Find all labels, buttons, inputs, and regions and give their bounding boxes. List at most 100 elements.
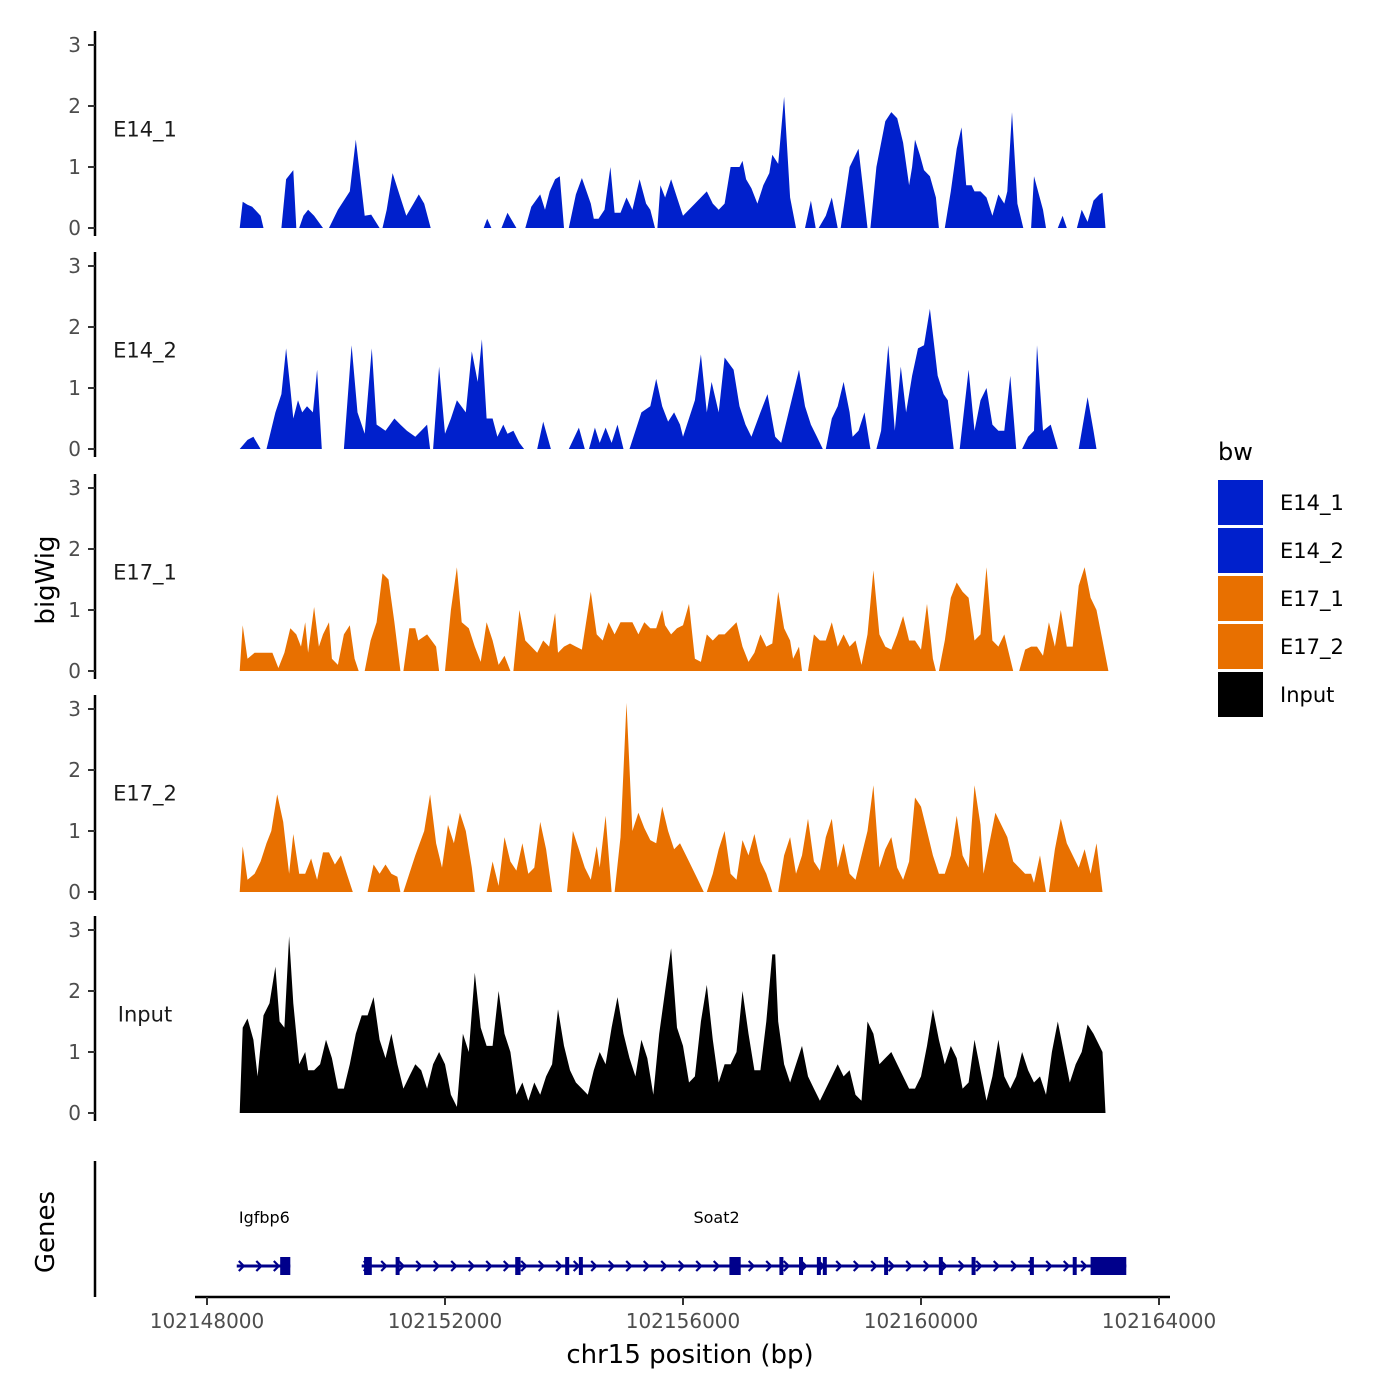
x-tick-label: 102160000 (864, 1309, 979, 1333)
y-tick-label: 1 (68, 598, 81, 622)
legend-swatch (1218, 672, 1263, 717)
y-tick-label: 1 (68, 155, 81, 179)
y-tick-label: 3 (68, 697, 81, 721)
strand-chevron (1010, 1260, 1018, 1272)
transcript (236, 1257, 291, 1275)
y-tick-label: 3 (68, 33, 81, 57)
exon (395, 1257, 400, 1275)
strand-chevron (555, 1260, 563, 1272)
y-tick-label: 2 (68, 979, 81, 1003)
exon (816, 1257, 821, 1275)
track-label: E17_1 (113, 561, 177, 586)
y-tick-label: 1 (68, 819, 81, 843)
track-label: Input (118, 1003, 172, 1027)
strand-chevron (922, 1260, 931, 1272)
exon (971, 1257, 976, 1275)
strand-chevron (607, 1260, 616, 1272)
legend-swatch (1218, 528, 1263, 573)
y-tick-label: 2 (68, 94, 81, 118)
y-tick-label: 2 (68, 758, 81, 782)
y-tick-label: 0 (68, 216, 81, 240)
transcript (361, 1257, 1127, 1275)
strand-chevron (625, 1260, 633, 1272)
legend-label: E17_2 (1280, 635, 1344, 660)
exon (729, 1257, 741, 1275)
exon (565, 1257, 570, 1275)
gene-track: Igfbp6 Soat2 (93, 1161, 1127, 1297)
legend: bw E14_1 E14_2 E17_1 E17_2 Input (1218, 438, 1344, 717)
exon (779, 1257, 784, 1275)
y-axis-title: bigWig (31, 535, 61, 624)
y-tick-label: 2 (68, 537, 81, 561)
strand-chevron (485, 1260, 493, 1272)
exon (1072, 1257, 1077, 1275)
gene-label: Soat2 (693, 1208, 739, 1227)
strand-chevron (747, 1260, 756, 1272)
strand-chevron (992, 1260, 1001, 1272)
strand-chevron (255, 1260, 263, 1272)
exon (799, 1257, 804, 1275)
signal-area-input (239, 936, 1106, 1113)
x-tick-label: 102148000 (150, 1309, 265, 1333)
legend-label: E17_1 (1280, 587, 1344, 612)
genes-track-title: Genes (31, 1191, 61, 1273)
legend-swatch (1218, 624, 1263, 669)
strand-chevron (870, 1260, 878, 1272)
exon (884, 1257, 889, 1275)
y-tick-label: 0 (68, 437, 81, 461)
strand-chevron (940, 1260, 948, 1272)
legend-label: E14_2 (1280, 539, 1344, 564)
strand-chevron (1080, 1260, 1088, 1272)
track-e17-1: 0 1 2 3 E17_1 (68, 474, 1109, 683)
exon (515, 1257, 521, 1275)
strand-chevron (642, 1260, 651, 1272)
signal-area-e17-2 (239, 702, 1103, 892)
strand-chevron (572, 1260, 581, 1272)
strand-chevron (887, 1260, 896, 1272)
x-axis: 102148000 102152000 102156000 102160000 1021… (150, 1295, 1217, 1333)
strand-chevron (695, 1260, 703, 1272)
legend-swatch (1218, 576, 1263, 621)
exon (364, 1257, 372, 1275)
strand-chevron (520, 1260, 528, 1272)
strand-chevron (852, 1260, 861, 1272)
y-tick-label: 0 (68, 1101, 81, 1125)
strand-chevron (502, 1260, 511, 1272)
y-tick-label: 1 (68, 1040, 81, 1064)
track-label: E17_2 (113, 782, 177, 807)
track-label: E14_1 (113, 118, 177, 143)
x-tick-label: 102164000 (1102, 1309, 1217, 1333)
legend-title: bw (1218, 438, 1253, 466)
signal-area-e14-2 (239, 308, 1097, 449)
track-input: 0 1 2 3 Input (68, 916, 1106, 1125)
strand-chevron (1045, 1260, 1053, 1272)
strand-chevron (590, 1260, 598, 1272)
exon (1029, 1257, 1034, 1275)
legend-label: E14_1 (1280, 491, 1344, 516)
strand-chevron (467, 1260, 476, 1272)
strand-chevron (782, 1260, 791, 1272)
strand-chevron (712, 1260, 721, 1272)
signal-tracks: 0 1 2 3 E14_1 0 1 2 3 E14_2 0 1 2 3 E17_1 0 1 2 3 E17_2 0 1 2 3… (68, 31, 1109, 1125)
x-tick-label: 102156000 (626, 1309, 741, 1333)
strand-chevron (660, 1260, 668, 1272)
strand-chevron (765, 1260, 773, 1272)
exon (280, 1257, 291, 1275)
y-tick-label: 1 (68, 376, 81, 400)
track-label: E14_2 (113, 339, 177, 364)
exon (822, 1257, 827, 1275)
strand-chevron (975, 1260, 983, 1272)
x-axis-title: chr15 position (bp) (566, 1340, 813, 1370)
gene-label: Igfbp6 (239, 1208, 290, 1227)
strand-chevron (415, 1260, 423, 1272)
track-e17-2: 0 1 2 3 E17_2 (68, 695, 1103, 904)
exon (938, 1257, 943, 1275)
y-tick-label: 0 (68, 659, 81, 683)
x-tick-label: 102152000 (388, 1309, 503, 1333)
y-tick-label: 2 (68, 315, 81, 339)
strand-chevron (905, 1260, 913, 1272)
track-e14-2: 0 1 2 3 E14_2 (68, 252, 1097, 461)
signal-area-e14-1 (239, 96, 1106, 228)
track-e14-1: 0 1 2 3 E14_1 (68, 31, 1106, 240)
